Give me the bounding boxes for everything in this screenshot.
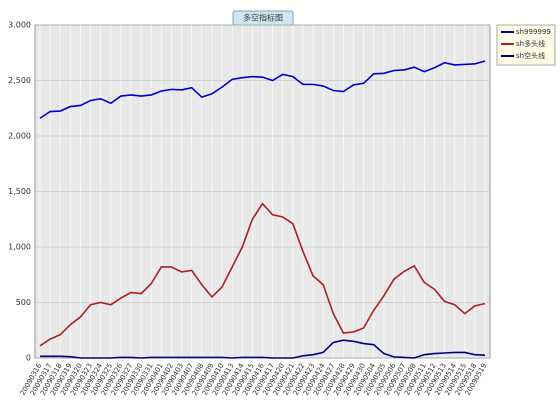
y-tick-label: 2,000 xyxy=(8,132,31,141)
series-line xyxy=(39,202,486,347)
series-line xyxy=(40,339,486,359)
y-tick-label: 1,500 xyxy=(8,187,31,196)
y-tick-label: 2,500 xyxy=(8,76,31,85)
legend-label: sh多头线 xyxy=(516,39,545,48)
y-tick-label: 3,000 xyxy=(8,21,31,30)
y-tick-label: 500 xyxy=(16,298,31,307)
y-tick-label: 1,000 xyxy=(8,243,31,252)
y-tick-label: 0 xyxy=(26,354,31,363)
legend-label: sh空头线 xyxy=(516,51,545,60)
chart-title: 多空指标图 xyxy=(243,13,283,23)
series-line xyxy=(39,60,486,119)
legend-label: sh999999 xyxy=(516,28,551,36)
